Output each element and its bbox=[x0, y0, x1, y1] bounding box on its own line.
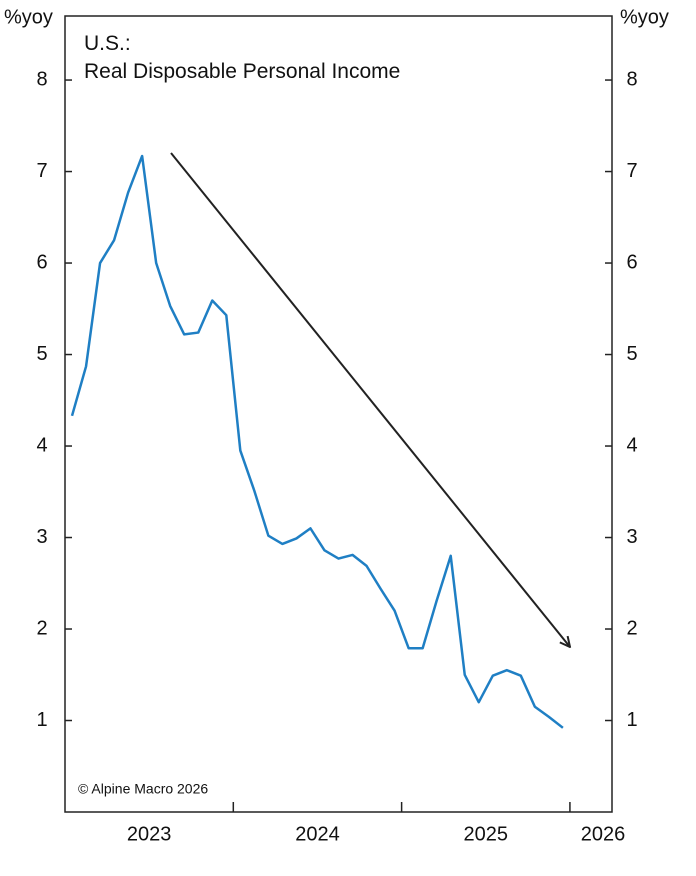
source: © Alpine Macro 2026 bbox=[78, 781, 208, 797]
y-tick-label: 4 bbox=[36, 434, 47, 456]
y-tick-label: 1 bbox=[36, 709, 47, 731]
y2-tick-label: 5 bbox=[626, 343, 637, 365]
y2-tick-label: 2 bbox=[626, 617, 637, 639]
y-tick-label: 2 bbox=[36, 617, 47, 639]
x-tick-label: 2023 bbox=[127, 823, 172, 845]
y-axis-label: %yoy bbox=[4, 6, 53, 28]
y-tick-label: 7 bbox=[36, 160, 47, 182]
y-tick-label: 8 bbox=[36, 68, 47, 90]
y-tick-label: 5 bbox=[36, 343, 47, 365]
chart-subtitle: Real Disposable Personal Income bbox=[84, 60, 400, 83]
y-tick-label: 3 bbox=[36, 526, 47, 548]
plot-frame bbox=[64, 15, 613, 813]
y2-tick-label: 4 bbox=[626, 434, 637, 456]
trend-arrow bbox=[170, 152, 570, 647]
chart-title: U.S.: bbox=[84, 32, 131, 55]
y2-tick-label: 8 bbox=[626, 68, 637, 90]
x-tick-label: 2024 bbox=[295, 823, 340, 845]
y2-axis-label: %yoy bbox=[620, 6, 669, 28]
y2-tick-label: 6 bbox=[626, 251, 637, 273]
x-tick-label: 2025 bbox=[464, 823, 509, 845]
y2-tick-label: 3 bbox=[626, 526, 637, 548]
y2-tick-label: 7 bbox=[626, 160, 637, 182]
x-tick-label: 2026 bbox=[581, 823, 626, 845]
data-line bbox=[70, 154, 564, 729]
y-tick-label: 6 bbox=[36, 251, 47, 273]
y2-tick-label: 1 bbox=[626, 709, 637, 731]
